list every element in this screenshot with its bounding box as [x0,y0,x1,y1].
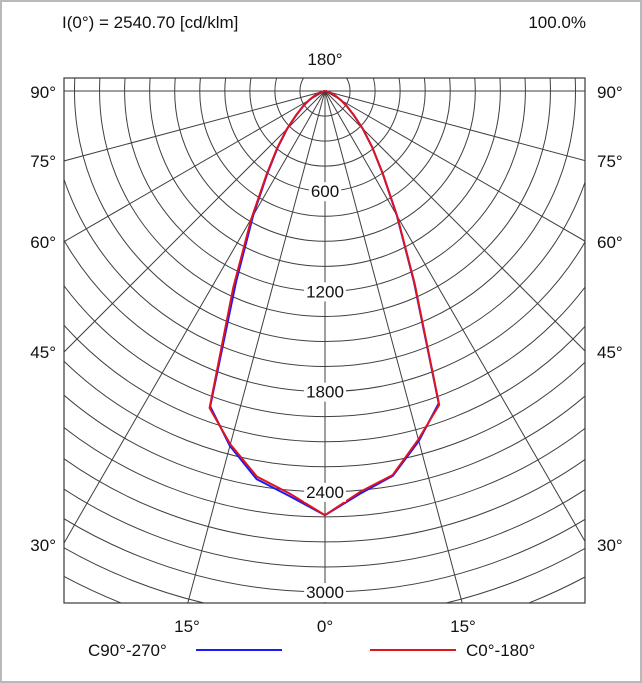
legend-label-c0: C0°-180° [466,641,535,660]
intensity-label: I(0°) = 2540.70 [cd/klm] [62,13,238,32]
series-line-c0-180 [208,90,441,517]
tick-label-background [304,382,346,402]
grid-spoke [324,90,585,352]
radial-tick-labels: 600 1200 1800 2400 3000 [304,182,346,602]
grid-spoke [64,90,326,243]
bottom-angle-label: 0° [317,617,333,636]
grid-spoke [64,90,326,545]
grid-spoke [324,90,585,543]
grid-spoke [324,90,585,242]
tick-label-background [308,182,342,202]
grid-circle [64,575,585,603]
grid-spoke [324,90,463,603]
left-angle-label: 30° [30,536,56,555]
right-angle-label: 30° [597,536,623,555]
radial-tick-label: 1800 [306,383,344,402]
right-angle-label: 90° [597,83,623,102]
radial-tick-label: 2400 [306,483,344,502]
legend-label-c90: C90°-270° [88,641,167,660]
tick-label-background [304,583,346,602]
grid-spoke [64,90,326,353]
series-line-c90-270 [209,90,440,517]
top-angle-label: 180° [307,50,342,69]
left-angle-label: 90° [30,83,56,102]
right-angle-label: 75° [597,152,623,171]
angle-labels: 180° 90° 75° 60° 45° 30° 90° 75° 60° 45° 30° 15° 0° 1… [30,50,622,636]
radial-tick-label: 1200 [306,282,344,301]
grid-circle [64,458,585,543]
bottom-angle-label: 15° [174,617,200,636]
right-angle-label: 45° [597,343,623,362]
left-angle-label: 60° [30,233,56,252]
radial-tick-label: 3000 [306,583,344,602]
tick-label-background [304,282,346,302]
left-angle-label: 45° [30,343,56,362]
radial-tick-label: 600 [311,182,339,201]
grid-spoke [324,90,585,162]
tick-label-background [304,482,346,502]
efficiency-label: 100.0% [528,13,586,32]
legend: C90°-270° C0°-180° [88,641,535,660]
left-angle-label: 75° [30,152,56,171]
grid-spoke [64,90,326,162]
grid-circle [64,394,585,493]
bottom-angle-label: 15° [450,617,476,636]
right-angle-label: 60° [597,233,623,252]
grid-spoke [187,90,326,603]
intensity-curves [208,90,441,517]
plot-border [63,77,586,604]
